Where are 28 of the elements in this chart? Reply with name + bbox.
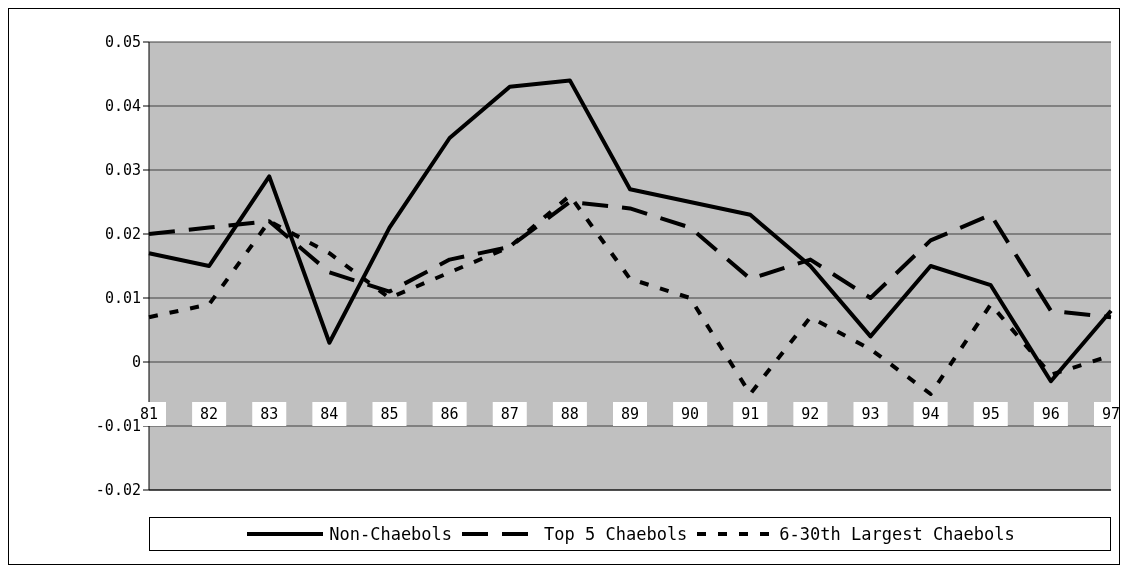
x-tick-label: 87	[500, 404, 519, 423]
x-tick-label: 92	[801, 404, 820, 423]
y-tick-label: 0.01	[104, 289, 141, 308]
legend-label: Non-Chaebols	[329, 524, 453, 544]
x-tick-label: 83	[260, 404, 279, 423]
legend-label: 6-30th Largest Chaebols	[779, 524, 1015, 544]
x-tick-label: 88	[560, 404, 579, 423]
x-tick-label: 97	[1101, 404, 1121, 423]
y-tick-label: 0.05	[104, 33, 141, 52]
x-tick-label: 89	[620, 404, 640, 423]
x-tick-label: 96	[1041, 404, 1060, 423]
x-tick-label: 82	[200, 404, 219, 423]
x-tick-label: 93	[861, 404, 880, 423]
x-tick-label: 81	[139, 404, 159, 423]
x-tick-label: 95	[981, 404, 1000, 423]
legend-label: Top 5 Chaebols	[544, 524, 688, 544]
x-tick-label: 91	[741, 404, 760, 423]
y-tick-label: 0	[131, 353, 141, 372]
x-tick-label: 85	[380, 404, 399, 423]
y-tick-label: 0.04	[104, 97, 141, 116]
y-tick-label: -0.02	[95, 481, 141, 500]
x-tick-label: 84	[320, 404, 339, 423]
y-tick-label: -0.01	[95, 417, 141, 436]
x-tick-label: 94	[921, 404, 940, 423]
y-tick-label: 0.02	[104, 225, 141, 244]
y-tick-label: 0.03	[104, 161, 141, 180]
x-tick-label: 90	[681, 404, 700, 423]
x-tick-label: 86	[440, 404, 459, 423]
